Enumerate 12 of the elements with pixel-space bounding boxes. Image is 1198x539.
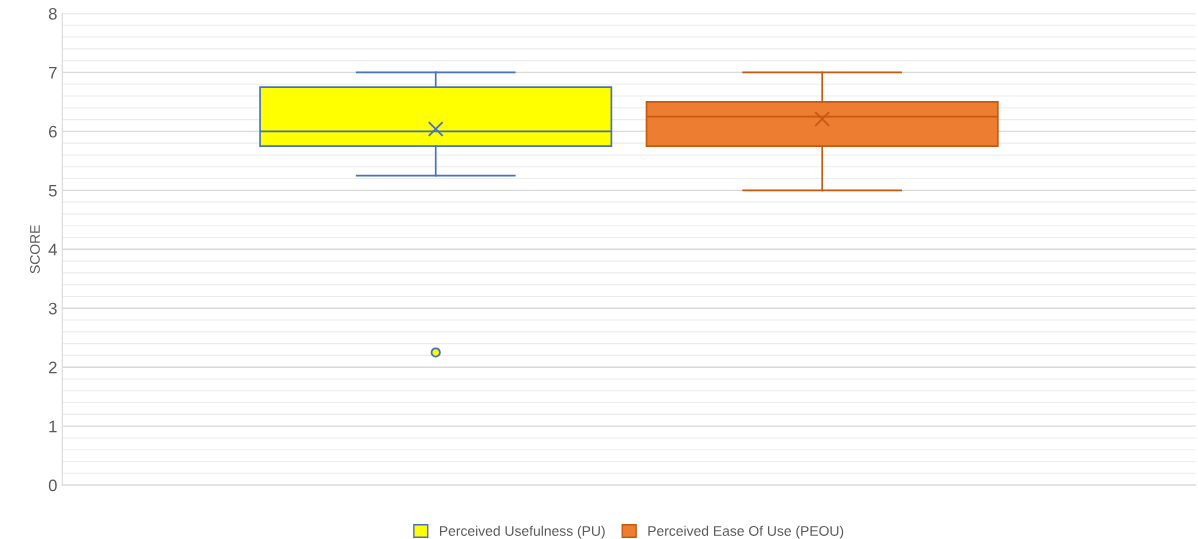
y-tick-label: 7 — [49, 67, 57, 79]
y-tick-label: 0 — [48, 479, 57, 492]
y-tick-label: 5 — [48, 184, 57, 197]
y-tick-label: 8 — [48, 7, 57, 20]
y-axis-title: SCORE — [30, 225, 40, 274]
legend-label: Perceived Usefulness (PU) — [439, 525, 605, 539]
y-tick-label: 3 — [48, 302, 57, 315]
y-tick-label: 1 — [49, 420, 57, 433]
y-tick-label: 4 — [48, 243, 57, 256]
y-tick-label: 2 — [49, 361, 57, 374]
legend-label: Perceived Ease Of Use (PEOU) — [648, 525, 844, 539]
y-tick-label: 6 — [49, 125, 57, 138]
